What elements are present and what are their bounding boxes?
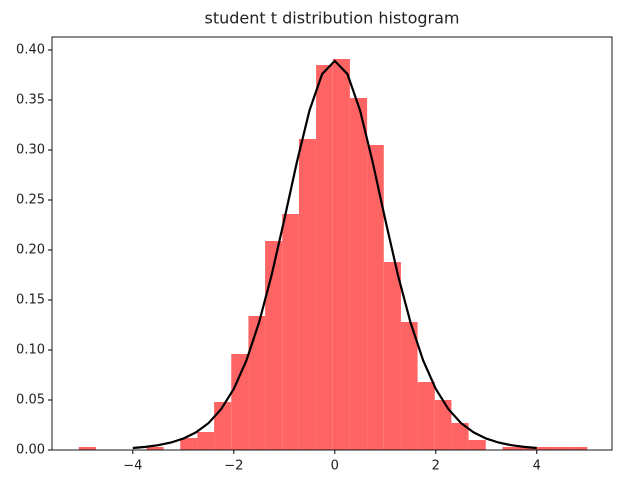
bar [214,402,232,450]
bar [332,59,350,450]
y-tick-label: 0.00 [16,443,45,458]
x-tick-label: 0 [331,459,339,474]
bar [536,447,554,450]
y-tick-label: 0.20 [16,243,45,258]
bar [298,139,317,450]
y-tick-label: 0.15 [16,293,45,308]
bar [553,447,571,450]
bar [197,432,215,450]
x-tick-label: −2 [224,459,243,474]
y-tick-label: 0.30 [16,143,45,158]
x-tick-label: 4 [533,459,541,474]
y-tick-label: 0.05 [16,393,45,408]
x-tick-label: −4 [123,459,142,474]
y-tick-label: 0.40 [16,43,45,58]
bar [417,382,435,450]
y-tick-label: 0.10 [16,343,45,358]
bar [570,447,588,450]
bar [468,440,486,450]
y-tick-label: 0.35 [16,93,45,108]
bar [78,447,96,450]
bar [434,400,452,450]
chart-title: student t distribution histogram [205,9,460,28]
y-tick-label: 0.25 [16,193,45,208]
bar [383,262,401,450]
pdf-line [132,59,537,450]
x-tick-label: 2 [432,459,440,474]
bar [367,145,384,450]
bar [349,98,368,450]
bar [400,322,418,450]
bar [180,438,198,450]
bar [146,447,164,450]
bar [316,65,333,450]
bar [519,447,537,450]
bar [248,316,266,450]
bar [231,354,249,450]
bar [502,447,520,450]
plot-frame [51,36,613,451]
bar [282,214,299,450]
bar [265,241,283,450]
bar [451,423,469,450]
